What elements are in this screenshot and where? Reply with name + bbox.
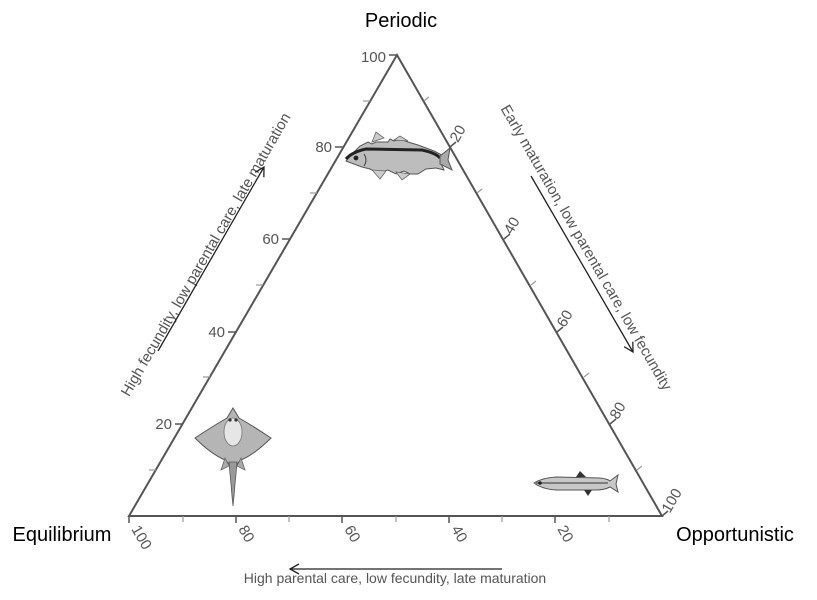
bottom-tick-label: 100 bbox=[128, 523, 155, 553]
bottom-axis-title-group: High parental care, low fecundity, late … bbox=[244, 563, 546, 586]
left-axis-arrow bbox=[157, 165, 265, 352]
left-tick-label: 40 bbox=[208, 324, 225, 341]
right-axis-arrow bbox=[530, 175, 634, 354]
bottom-axis-tick-labels: 100 80 60 40 20 bbox=[128, 523, 577, 553]
bottom-axis-title: High parental care, low fecundity, late … bbox=[244, 570, 546, 586]
right-axis-tick-labels: 20 40 60 80 100 bbox=[447, 122, 686, 516]
skate-illustration bbox=[194, 407, 272, 507]
vertex-label-right: Opportunistic bbox=[676, 524, 794, 546]
left-axis-title: High fecundity, low parental care, late … bbox=[118, 110, 295, 399]
left-axis-title-group: High fecundity, low parental care, late … bbox=[118, 110, 295, 399]
right-tick-label: 100 bbox=[658, 486, 685, 516]
left-tick-label: 20 bbox=[155, 416, 172, 433]
major-ticks bbox=[128, 54, 669, 523]
vertex-label-top: Periodic bbox=[365, 10, 437, 32]
left-tick-label: 60 bbox=[262, 231, 279, 248]
left-axis-tick-labels: 20 40 60 80 100 bbox=[155, 49, 386, 433]
cod-fish-illustration bbox=[344, 131, 453, 181]
right-tick-label: 80 bbox=[607, 399, 630, 422]
right-tick-label: 40 bbox=[501, 214, 524, 237]
vertex-label-left: Equilibrium bbox=[13, 524, 112, 546]
right-axis-title-group: Early maturation, low parental care, low… bbox=[497, 102, 675, 394]
smelt-fish-illustration bbox=[533, 471, 619, 496]
bottom-tick-label: 20 bbox=[554, 523, 577, 546]
right-axis-title: Early maturation, low parental care, low… bbox=[497, 102, 675, 394]
bottom-tick-label: 80 bbox=[235, 523, 258, 546]
left-tick-label: 100 bbox=[361, 49, 386, 66]
minor-ticks bbox=[149, 96, 643, 522]
bottom-tick-label: 40 bbox=[448, 523, 471, 546]
right-tick-label: 60 bbox=[554, 307, 577, 330]
left-tick-label: 80 bbox=[315, 139, 332, 156]
right-tick-label: 20 bbox=[447, 122, 470, 145]
bottom-tick-label: 60 bbox=[341, 523, 364, 546]
